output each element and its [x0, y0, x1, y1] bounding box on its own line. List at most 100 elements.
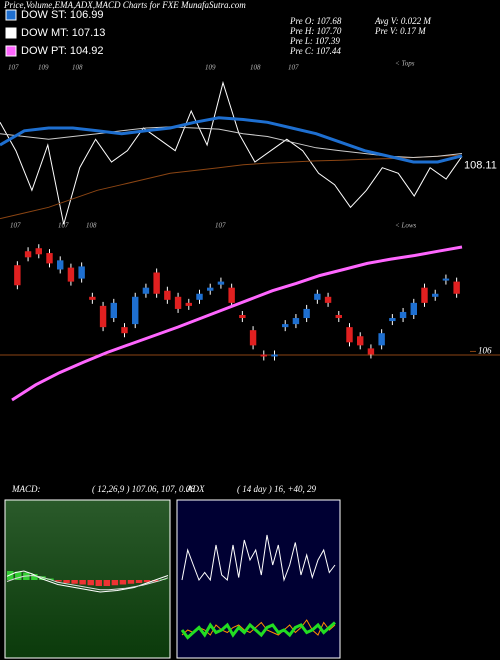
- line-series: [180, 621, 336, 640]
- top-mark: 108: [250, 64, 261, 72]
- prev-stat: Pre H: 107.70: [289, 26, 342, 36]
- tops-label: < Tops: [395, 60, 415, 68]
- prev-stat: Pre C: 107.44: [289, 46, 341, 56]
- candle-body: [378, 333, 385, 346]
- prev-stat: Pre L: 107.39: [289, 36, 340, 46]
- candle-body: [89, 296, 96, 300]
- candle-body: [367, 348, 375, 355]
- candle-body: [271, 354, 278, 357]
- candle-body: [46, 253, 53, 264]
- candle-body: [207, 287, 214, 291]
- y-tick-label: 106: [478, 345, 492, 355]
- candle-body: [142, 287, 150, 294]
- candle-body: [196, 293, 203, 300]
- histogram-bar: [7, 571, 14, 580]
- panel-title: MACD:: [11, 484, 41, 494]
- legend-swatch: [5, 45, 17, 57]
- histogram-bar: [55, 580, 62, 582]
- candle-body: [78, 266, 85, 279]
- volume-stat: Pre V: 0.17 M: [374, 26, 426, 36]
- candle-body: [453, 281, 460, 294]
- candle-body: [335, 315, 342, 319]
- histogram-bar: [95, 580, 102, 586]
- line-series: [0, 154, 463, 220]
- panel-title: ADX: [186, 484, 205, 494]
- low-mark: 108: [86, 222, 97, 230]
- candle-body: [303, 308, 310, 319]
- low-mark: 107: [58, 222, 69, 230]
- volume-stat: Avg V: 0.022 M: [374, 16, 431, 26]
- panel-subtitle: ( 14 day ) 16, +40, 29: [237, 484, 317, 494]
- low-mark: 107: [10, 222, 21, 230]
- candle-body: [57, 260, 64, 270]
- legend-label: DOW ST: 106.99: [21, 9, 104, 21]
- candle-body: [217, 281, 225, 285]
- histogram-bar: [63, 580, 70, 583]
- line-series: [11, 245, 463, 402]
- histogram-bar: [39, 576, 46, 580]
- histogram-bar: [151, 580, 159, 582]
- candle-body: [421, 287, 428, 303]
- candle-body: [346, 327, 353, 343]
- top-mark: 107: [288, 64, 299, 72]
- histogram-bar: [111, 580, 119, 586]
- candle-body: [357, 336, 364, 346]
- last-value-label: 108.11: [464, 160, 497, 172]
- top-mark: 107: [8, 64, 19, 72]
- candle-body: [67, 267, 75, 282]
- line-series: [0, 116, 463, 164]
- candle-body: [314, 293, 321, 300]
- candle-body: [110, 302, 117, 319]
- line-series: [181, 534, 336, 582]
- histogram-bar: [135, 580, 143, 583]
- histogram-bar: [127, 580, 135, 584]
- candle-body: [121, 327, 128, 334]
- legend-label: DOW PT: 104.92: [21, 45, 104, 57]
- candle-body: [228, 287, 235, 303]
- legend-swatch: [5, 9, 17, 21]
- candle-body: [399, 311, 407, 319]
- candle-body: [410, 302, 417, 315]
- candle-body: [14, 265, 21, 286]
- histogram-bar: [143, 580, 151, 583]
- panel-subtitle: ( 12,26,9 ) 107.06, 107, 0.06: [92, 484, 195, 494]
- title: Price,Volume,EMA,ADX,MACD Charts for FXE…: [3, 0, 246, 10]
- histogram-bar: [71, 580, 78, 584]
- candle-body: [249, 330, 257, 346]
- top-mark: 109: [205, 64, 216, 72]
- histogram-bar: [103, 580, 111, 586]
- candle-body: [99, 305, 107, 328]
- candle-body: [292, 318, 300, 325]
- candle-body: [260, 354, 267, 357]
- candle-body: [35, 248, 42, 255]
- candle-body: [164, 290, 171, 300]
- line-series: [0, 80, 463, 225]
- histogram-bar: [87, 580, 94, 586]
- candle-body: [24, 251, 32, 258]
- line-series: [6, 574, 169, 591]
- legend-label: DOW MT: 107.13: [21, 27, 105, 39]
- lows-label: < Lows: [395, 222, 417, 230]
- candle-body: [153, 272, 160, 294]
- candle-body: [324, 296, 332, 303]
- candle-body: [432, 293, 439, 297]
- candle-body: [239, 315, 246, 319]
- histogram-bar: [79, 580, 86, 585]
- legend-swatch: [5, 27, 17, 39]
- candle-body: [442, 278, 450, 281]
- macd-panel: [4, 499, 171, 659]
- low-mark: 107: [215, 222, 226, 230]
- candle-body: [132, 296, 139, 325]
- histogram-bar: [31, 574, 38, 580]
- prev-stat: Pre O: 107.68: [289, 16, 342, 26]
- top-mark: 108: [72, 64, 83, 72]
- candle-body: [185, 302, 192, 306]
- candle-body: [174, 296, 182, 309]
- top-mark: 109: [38, 64, 49, 72]
- histogram-bar: [119, 580, 127, 585]
- candle-body: [282, 324, 289, 328]
- candle-body: [389, 318, 396, 322]
- histogram-bar: [15, 571, 22, 580]
